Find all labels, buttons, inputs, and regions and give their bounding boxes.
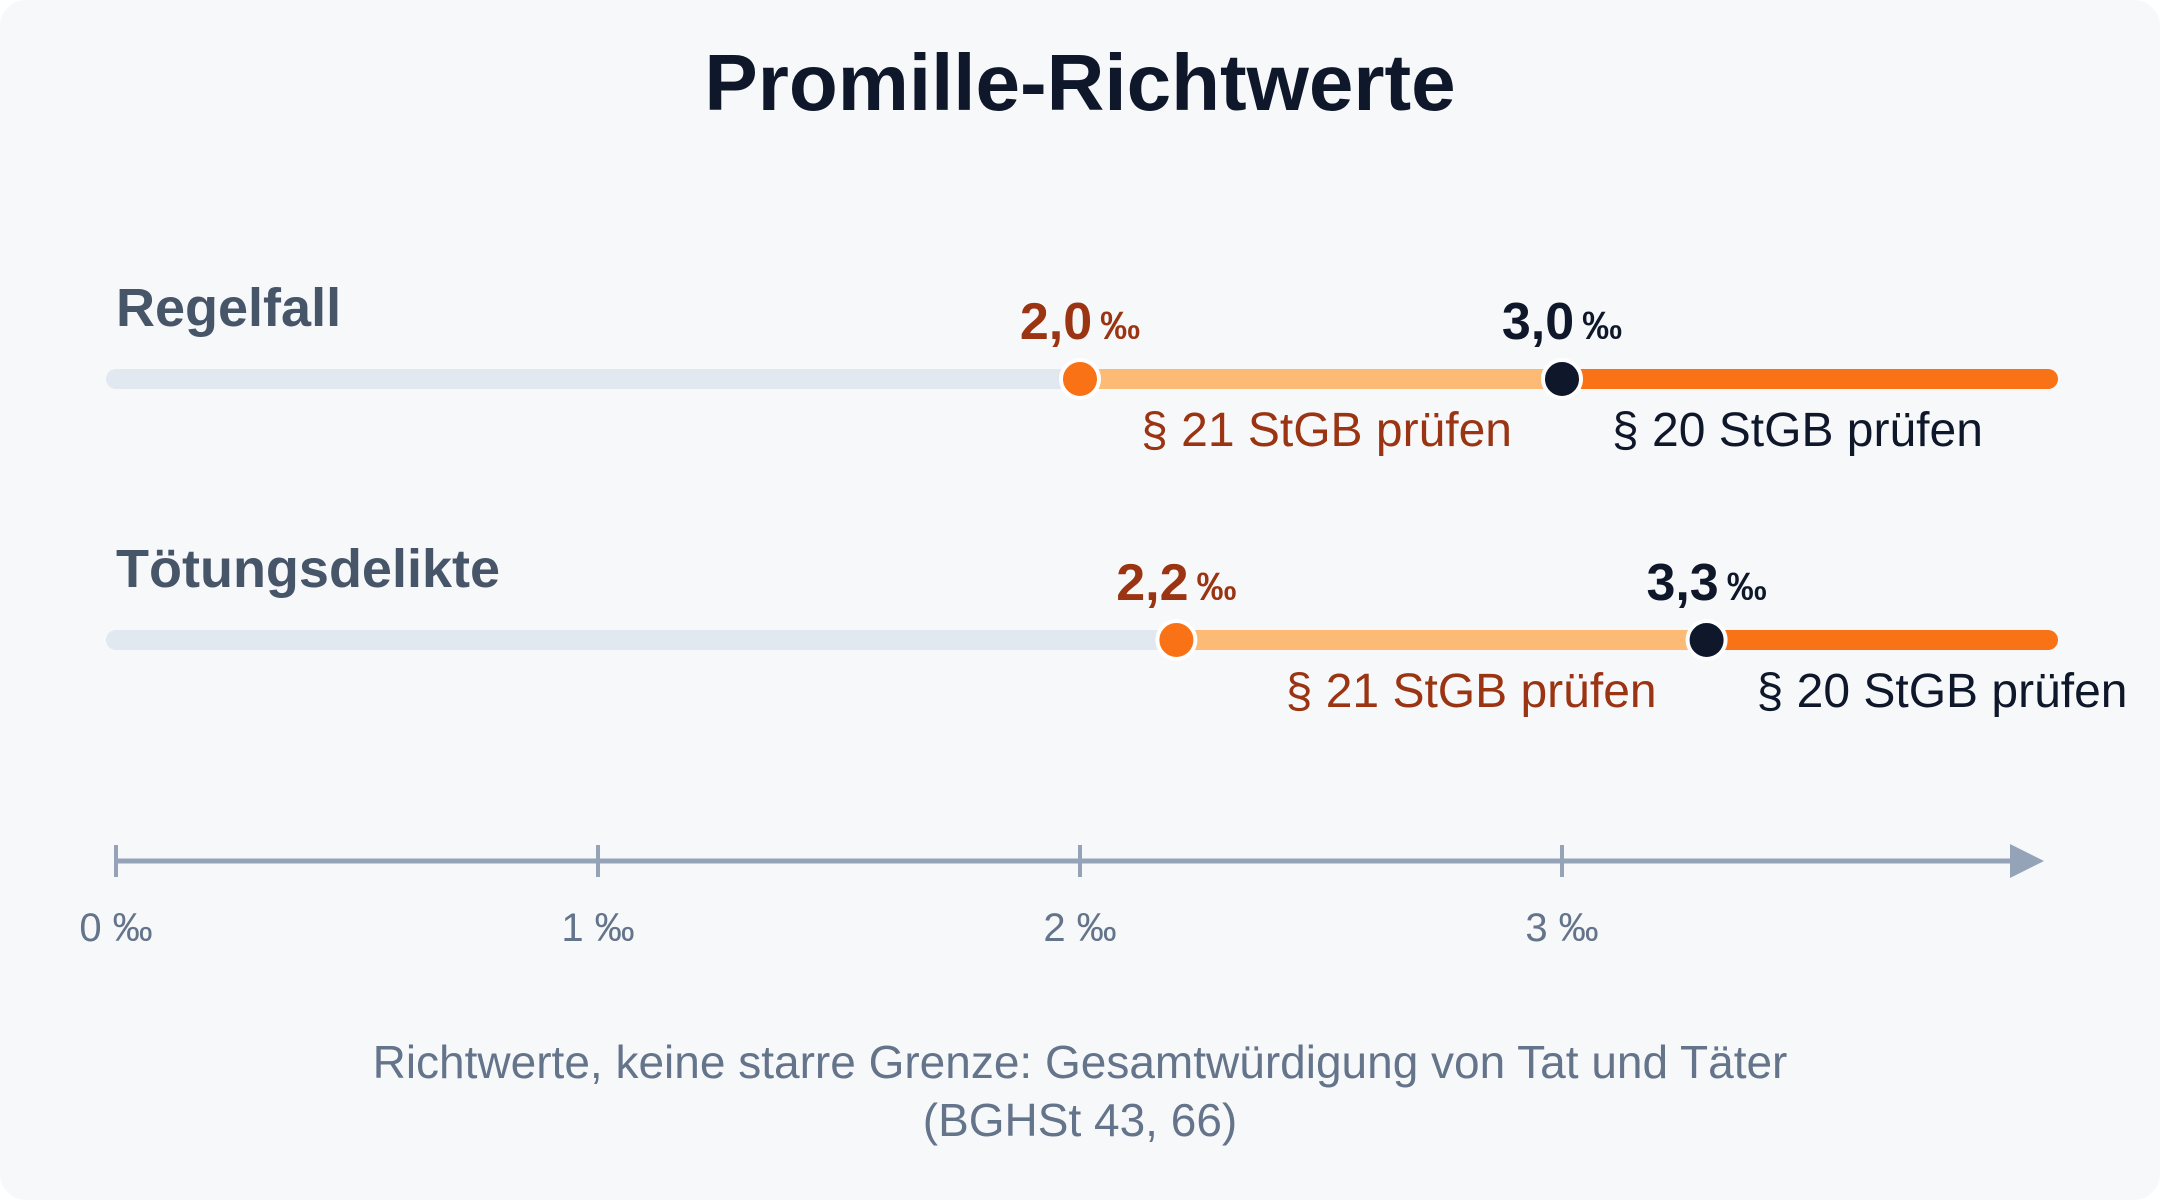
threshold-20-number: 3,3 [1646, 554, 1718, 612]
axis-tick-label: 0 ‰ [79, 906, 152, 950]
threshold-20-marker [1685, 619, 1728, 661]
threshold-20-value: 3,0 ‰ [1502, 293, 1622, 351]
row-label: Tötungsdelikte [116, 539, 500, 599]
row-label: Regelfall [116, 278, 341, 338]
band-20-label: § 20 StGB prüfen [1612, 404, 1983, 457]
promille-axis: 0 ‰ 1 ‰ 2 ‰ 3 ‰ [79, 844, 2044, 950]
threshold-21-value: 2,2 ‰ [1116, 554, 1236, 612]
threshold-20-value: 3,3 ‰ [1646, 554, 1766, 612]
diagram-title: Promille-Richtwerte [704, 38, 1455, 127]
threshold-20-unit: ‰ [1582, 304, 1622, 348]
threshold-21-number: 2,2 [1116, 554, 1188, 612]
threshold-21-marker [1059, 358, 1101, 400]
threshold-21-unit: ‰ [1100, 304, 1140, 348]
threshold-20-marker [1541, 358, 1583, 400]
caption-line-1: Richtwerte, keine starre Grenze: Gesamtw… [373, 1036, 1788, 1088]
band-20-label: § 20 StGB prüfen [1757, 665, 2128, 718]
threshold-21-value: 2,0 ‰ [1020, 293, 1140, 351]
axis-tick-label: 1 ‰ [561, 906, 634, 950]
axis-tick-label: 2 ‰ [1043, 906, 1116, 950]
threshold-21-unit: ‰ [1197, 565, 1237, 609]
band-21-label: § 21 StGB prüfen [1141, 404, 1512, 457]
threshold-20-number: 3,0 [1502, 293, 1574, 351]
caption-line-2: (BGHSt 43, 66) [923, 1094, 1237, 1146]
threshold-20-unit: ‰ [1727, 565, 1767, 609]
threshold-row: Tötungsdelikte 2,2 ‰ 3,3 ‰§ 21 StGB prüfen § … [106, 539, 2128, 718]
threshold-rows: Regelfall 2,0 ‰ 3,0 ‰§ 21 StGB prüfen § 20 St… [106, 278, 2128, 718]
axis-tick-label: 3 ‰ [1525, 906, 1598, 950]
axis-arrow-icon [2010, 844, 2044, 878]
threshold-21-marker [1155, 619, 1198, 661]
band-21-label: § 21 StGB prüfen [1286, 665, 1657, 718]
threshold-21-number: 2,0 [1020, 293, 1092, 351]
threshold-row: Regelfall 2,0 ‰ 3,0 ‰§ 21 StGB prüfen § 20 St… [106, 278, 2058, 457]
